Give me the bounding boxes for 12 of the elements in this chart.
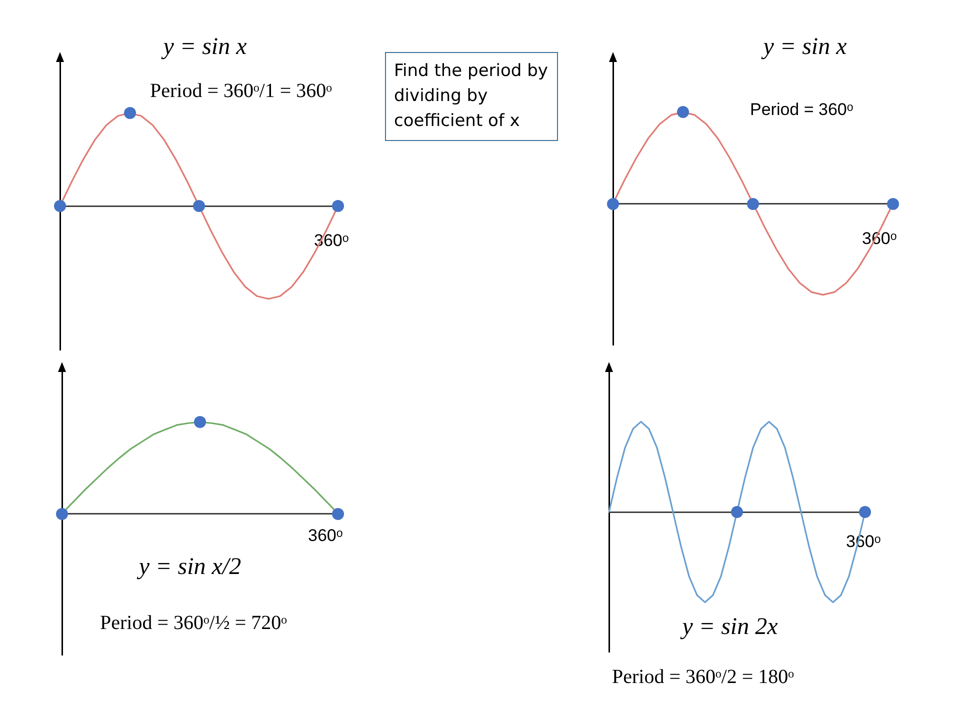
- text: Find the period by dividing by coefficient of x: [385, 52, 558, 141]
- chart-title: y = sin x: [763, 34, 847, 61]
- annotation: 360ᵒ: [314, 231, 349, 251]
- text: Period = 360ᵒ/2 = 180ᵒ: [612, 666, 794, 689]
- text: Period = 360ᵒ/½ = 720ᵒ: [100, 612, 287, 635]
- text: Period = 360ᵒ/1 = 360ᵒ: [150, 80, 332, 103]
- annotation: Period = 360ᵒ: [750, 100, 854, 120]
- annotation: 360ᵒ: [862, 229, 897, 249]
- chart-title: y = sin x: [163, 34, 247, 61]
- text: 360ᵒ: [308, 526, 343, 546]
- text: y = sin x/2: [138, 554, 242, 581]
- text: y = sin 2x: [682, 614, 778, 641]
